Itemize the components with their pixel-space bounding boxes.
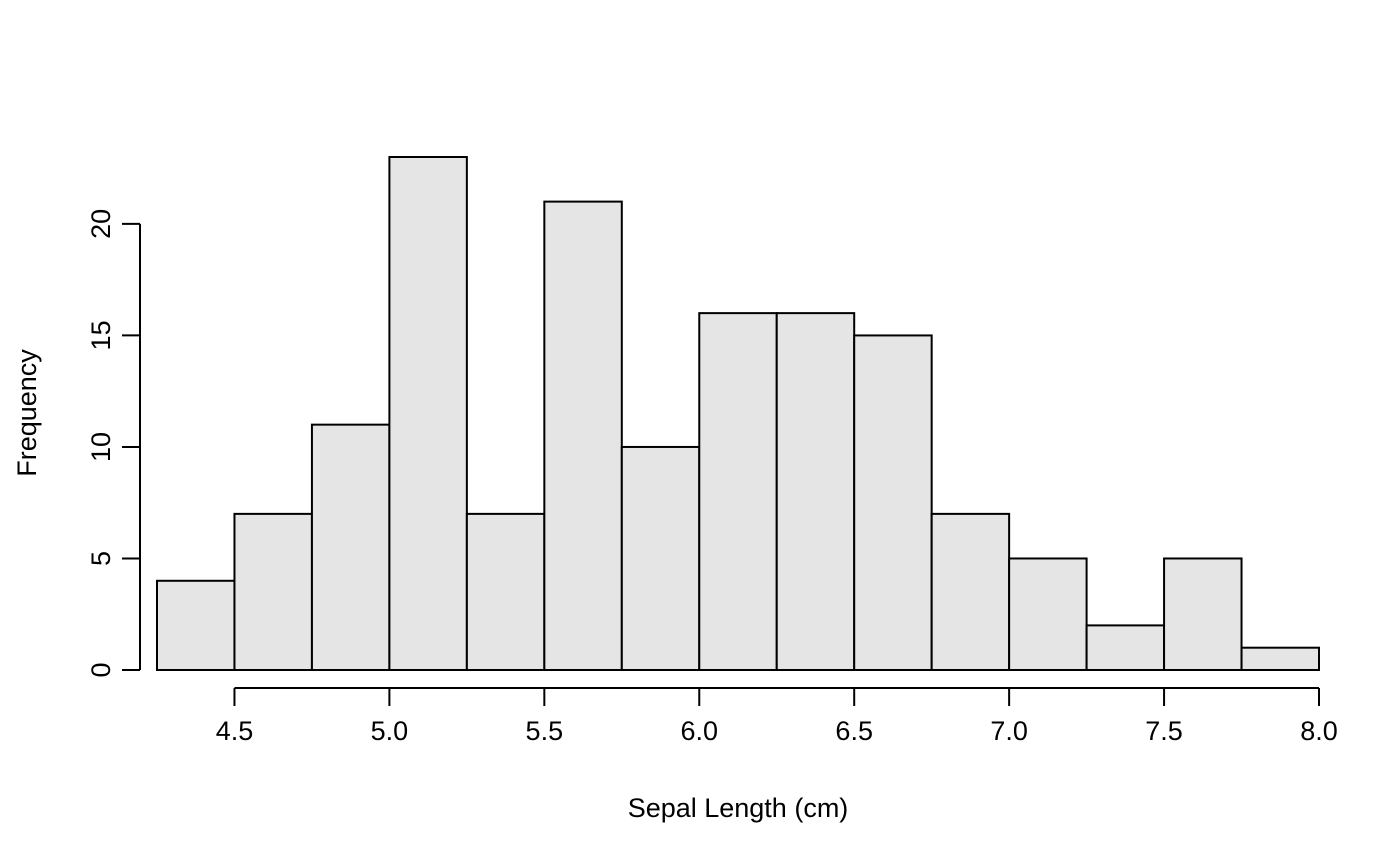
x-tick-label: 6.5	[835, 716, 873, 746]
histogram-bar	[698, 312, 778, 671]
histogram-bars	[156, 156, 1320, 672]
histogram-bar	[465, 512, 546, 671]
y-tick-label: 20	[86, 209, 116, 239]
x-tick-label: 4.5	[216, 716, 254, 746]
histogram-bar	[620, 445, 701, 671]
y-axis: 0 5 10 15 20	[86, 209, 141, 678]
x-tick-label: 6.0	[680, 716, 718, 746]
y-tick-label: 10	[86, 432, 116, 462]
histogram-bar	[853, 334, 933, 671]
y-axis-title: Frequency	[12, 349, 42, 477]
histogram-bar	[775, 312, 856, 671]
x-tick-label: 8.0	[1300, 716, 1338, 746]
histogram-bar	[1008, 557, 1088, 672]
x-tick-label: 5.5	[526, 716, 564, 746]
histogram-bar	[233, 512, 313, 671]
x-axis: 4.5 5.0 5.5 6.0 6.5 7.0 7.5 8.0	[216, 687, 1338, 746]
histogram-bar	[1085, 624, 1166, 671]
x-tick-label: 5.0	[371, 716, 409, 746]
x-axis-title: Sepal Length (cm)	[628, 793, 849, 823]
histogram-bar	[543, 200, 623, 671]
histogram-bar	[1240, 646, 1320, 672]
histogram-bar	[156, 579, 236, 671]
y-tick-label: 15	[86, 320, 116, 350]
y-tick-label: 5	[86, 551, 116, 566]
x-tick-label: 7.0	[990, 716, 1028, 746]
histogram-bar	[1163, 557, 1243, 672]
histogram-bar	[388, 156, 468, 671]
histogram-bar	[930, 512, 1011, 671]
x-tick-label: 7.5	[1145, 716, 1183, 746]
histogram-bar	[310, 423, 391, 671]
y-tick-label: 0	[86, 662, 116, 677]
